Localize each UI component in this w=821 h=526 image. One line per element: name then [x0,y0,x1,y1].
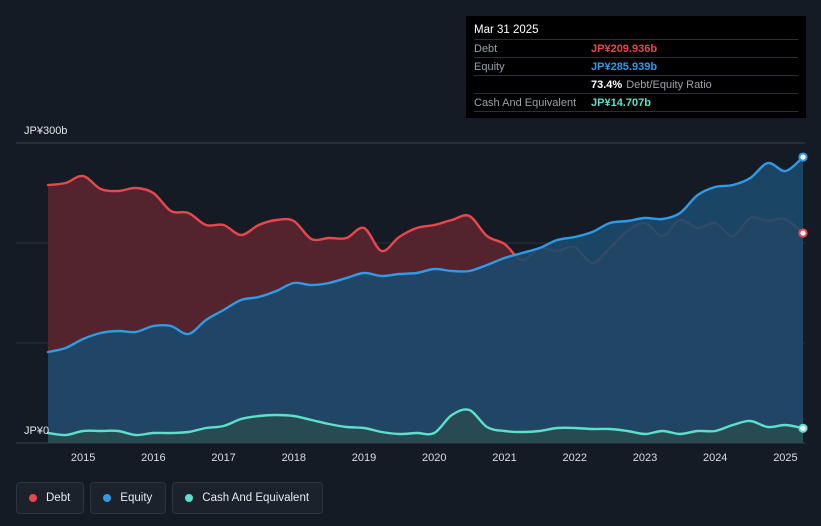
x-tick-2015: 2015 [71,452,95,464]
tooltip-panel: Mar 31 2025 Debt JP¥209.936b Equity JP¥2… [466,16,806,118]
tooltip-row-cash: Cash And Equivalent JP¥14.707b [474,93,798,112]
tooltip-cash-value: JP¥14.707b [591,96,651,109]
y-axis-top-label: JP¥300b [24,125,68,137]
x-tick-2024: 2024 [703,452,727,464]
line-cash-and-equivalent [46,408,805,437]
legend-label-cash: Cash And Equivalent [202,492,310,504]
line-equity [46,155,805,354]
tooltip-ratio-value: 73.4% [591,78,623,91]
legend-label-debt: Debt [46,492,71,504]
tooltip-equity-label: Equity [474,60,505,73]
legend-item-cash[interactable]: Cash And Equivalent [172,482,324,514]
tooltip-row-equity: Equity JP¥285.939b [474,57,798,75]
end-markers [798,152,808,433]
x-tick-2019: 2019 [352,452,376,464]
tooltip-date: Mar 31 2025 [474,24,539,36]
legend-dot-cash-icon [185,494,194,502]
end-marker-equity [798,152,808,162]
area-cash-and-equivalent [48,409,803,443]
y-axis-bottom-label: JP¥0 [24,425,50,437]
x-tick-2020: 2020 [422,452,446,464]
end-marker-cash-and-equivalent [798,423,808,433]
tooltip-debt-label: Debt [474,42,498,55]
tooltip-debt-value: JP¥209.936b [591,42,658,55]
series-layer [46,155,805,444]
x-tick-2021: 2021 [492,452,516,464]
x-tick-2016: 2016 [141,452,165,464]
tooltip-cash-label: Cash And Equivalent [474,96,577,109]
legend-item-equity[interactable]: Equity [90,482,167,514]
legend-dot-debt-icon [29,494,37,502]
tooltip-equity-value: JP¥285.939b [591,60,658,73]
x-tick-2018: 2018 [282,452,306,464]
legend-dot-equity-icon [103,494,112,502]
x-tick-2022: 2022 [563,452,587,464]
chart-legend: Debt Equity Cash And Equivalent [16,482,324,514]
area-equity [48,157,803,443]
x-tick-2025: 2025 [773,452,797,464]
x-axis: 2015 2016 2017 2018 2019 2020 2021 2022 2023 2024… [71,452,798,464]
x-tick-2023: 2023 [633,452,657,464]
legend-item-debt[interactable]: Debt [16,482,85,514]
legend-label-equity: Equity [120,492,153,504]
end-marker-debt [798,228,808,238]
x-tick-2017: 2017 [211,452,235,464]
tooltip-ratio-label: Debt/Equity Ratio [626,78,712,91]
tooltip-row-ratio: 73.4% Debt/Equity Ratio [474,75,798,93]
tooltip-row-debt: Debt JP¥209.936b [474,39,798,57]
